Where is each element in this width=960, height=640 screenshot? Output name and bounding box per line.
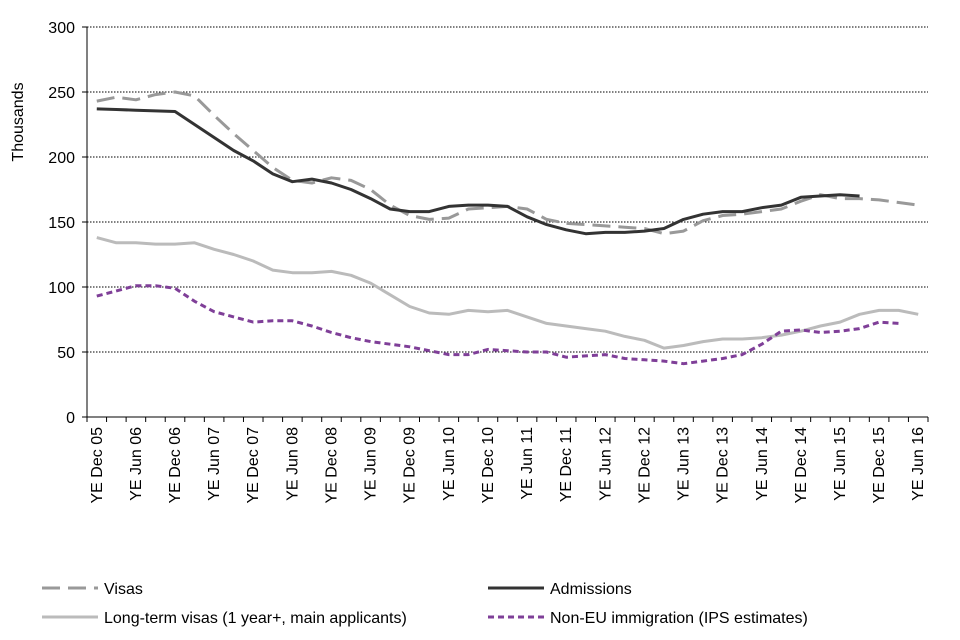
y-axis-title: Thousands <box>10 82 27 161</box>
x-tick-label: YE Jun 06 <box>128 427 145 501</box>
x-tick-label: YE Jun 13 <box>676 427 693 501</box>
x-tick-label: YE Dec 10 <box>480 427 497 504</box>
x-tick-label: YE Jun 08 <box>284 427 301 501</box>
gridlines <box>87 26 928 353</box>
y-tick-label: 100 <box>48 280 75 297</box>
x-tick-label: YE Dec 13 <box>715 427 732 504</box>
x-tick-label: YE Dec 05 <box>89 427 106 504</box>
x-tick-label: YE Jun 10 <box>441 427 458 501</box>
series-lines <box>96 90 919 366</box>
legend-label-3: Non-EU immigration (IPS estimates) <box>550 610 808 627</box>
x-tick-label: YE Dec 07 <box>245 427 262 504</box>
x-tick-label: YE Jun 09 <box>363 427 380 501</box>
series-line-2 <box>96 236 919 350</box>
y-axis-ticks: 0 50 100 150 200 250 300 <box>48 20 87 427</box>
series-line-3 <box>96 284 899 366</box>
x-tick-label: YE Jun 12 <box>597 427 614 501</box>
x-tick-label: YE Dec 12 <box>636 427 653 504</box>
legend-label-0: Visas <box>104 581 143 598</box>
x-tick-label: YE Dec 14 <box>793 427 810 504</box>
series-line-1 <box>96 107 860 236</box>
y-tick-label: 50 <box>57 345 75 362</box>
x-axis-ticks: YE Dec 05 YE Jun 06 YE Dec 06 YE Jun 07 YE D… <box>86 417 929 504</box>
x-tick-label: YE Dec 11 <box>558 427 575 502</box>
x-tick-label: YE Dec 15 <box>871 427 888 504</box>
y-tick-label: 150 <box>48 215 75 232</box>
series-line-0 <box>96 90 919 236</box>
x-tick-label: YE Jun 11 <box>519 427 536 500</box>
y-tick-label: 300 <box>48 20 75 37</box>
x-tick-label: YE Dec 08 <box>323 427 340 504</box>
legend: Visas Admissions Long-term visas (1 year+,… <box>42 581 808 627</box>
x-tick-label: YE Dec 09 <box>402 427 419 504</box>
legend-label-2: Long-term visas (1 year+, main applicant… <box>104 610 407 627</box>
y-tick-label: 250 <box>48 85 75 102</box>
x-tick-label: YE Dec 06 <box>167 427 184 504</box>
x-tick-label: YE Jun 14 <box>754 427 771 501</box>
y-tick-label: 200 <box>48 150 75 167</box>
y-tick-label: 0 <box>66 410 75 427</box>
x-tick-label: YE Jun 15 <box>832 427 849 501</box>
x-tick-label: YE Jun 07 <box>206 427 223 501</box>
x-tick-label: YE Jun 16 <box>910 427 927 501</box>
legend-label-1: Admissions <box>550 581 632 598</box>
